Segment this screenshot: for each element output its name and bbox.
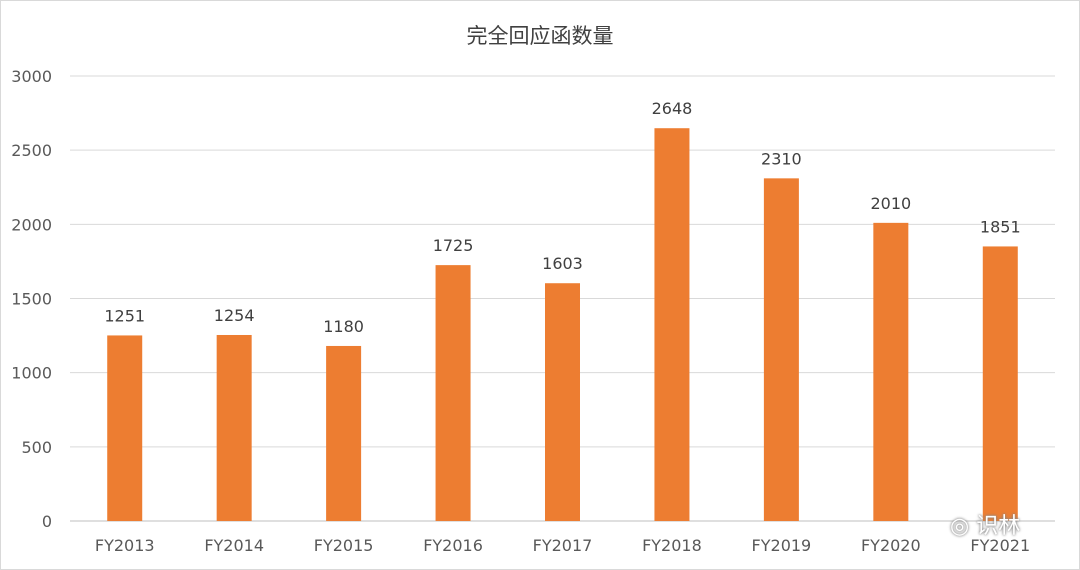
- bar: [654, 128, 690, 522]
- data-label: 2648: [652, 99, 693, 118]
- wechat-icon: ◎: [950, 514, 970, 539]
- bar: [216, 334, 252, 521]
- chart-title: 完全回应函数量: [466, 24, 614, 48]
- data-label: 1725: [433, 236, 474, 255]
- data-label: 1180: [323, 317, 364, 336]
- x-tick-label: FY2021: [970, 536, 1030, 555]
- bar: [435, 265, 471, 521]
- bar: [763, 178, 799, 521]
- bar: [545, 283, 580, 521]
- bar: [982, 246, 1018, 521]
- data-label: 1603: [542, 254, 583, 273]
- bar: [873, 222, 909, 521]
- y-tick-label: 3000: [11, 67, 52, 86]
- data-label: 2310: [761, 149, 802, 168]
- x-tick-label: FY2018: [642, 536, 702, 555]
- y-tick-label: 500: [21, 438, 52, 457]
- watermark-text: 识林: [976, 514, 1021, 539]
- x-tick-label: FY2014: [204, 536, 264, 555]
- data-label: 2010: [870, 194, 911, 213]
- x-tick-label: FY2017: [533, 536, 593, 555]
- x-tick-label: FY2019: [752, 536, 812, 555]
- x-tick-label: FY2013: [95, 536, 155, 555]
- bar: [107, 335, 143, 521]
- data-label: 1251: [104, 306, 145, 325]
- x-tick-label: FY2015: [314, 536, 374, 555]
- y-tick-label: 1500: [11, 290, 52, 309]
- data-label: 1851: [980, 217, 1021, 236]
- y-tick-label: 0: [42, 512, 52, 531]
- bar: [326, 345, 362, 521]
- x-tick-label: FY2016: [423, 536, 483, 555]
- data-label: 1254: [214, 306, 255, 325]
- y-tick-label: 2500: [11, 141, 52, 160]
- y-tick-label: 1000: [11, 364, 52, 383]
- y-tick-label: 2000: [11, 215, 52, 234]
- x-tick-label: FY2020: [861, 536, 921, 555]
- watermark: ◎ 识林: [950, 508, 1020, 540]
